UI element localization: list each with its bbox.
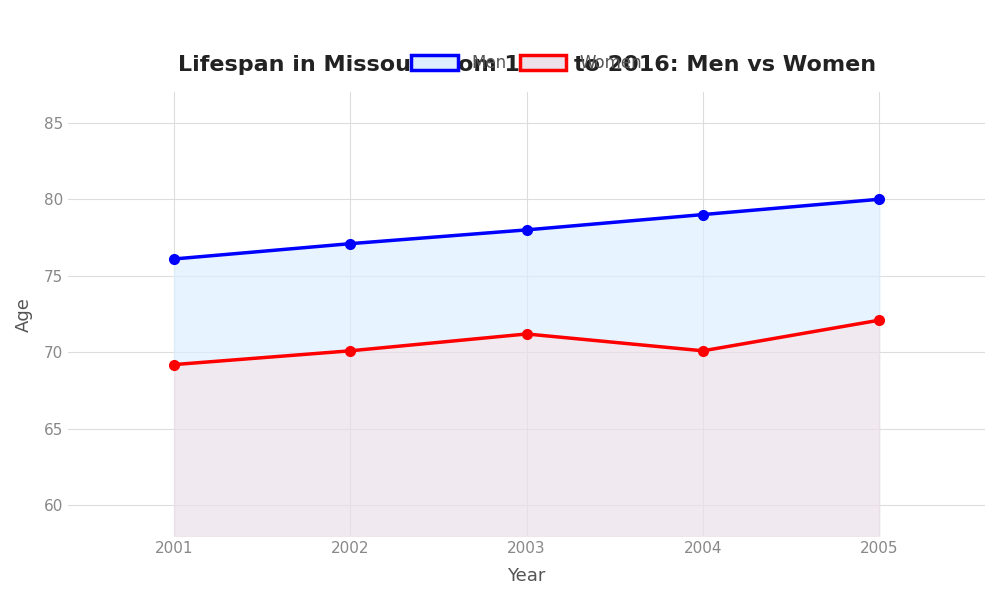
Legend: Men, Women: Men, Women bbox=[404, 47, 649, 79]
Y-axis label: Age: Age bbox=[15, 296, 33, 332]
X-axis label: Year: Year bbox=[507, 567, 546, 585]
Title: Lifespan in Missouri from 1976 to 2016: Men vs Women: Lifespan in Missouri from 1976 to 2016: … bbox=[178, 55, 876, 75]
